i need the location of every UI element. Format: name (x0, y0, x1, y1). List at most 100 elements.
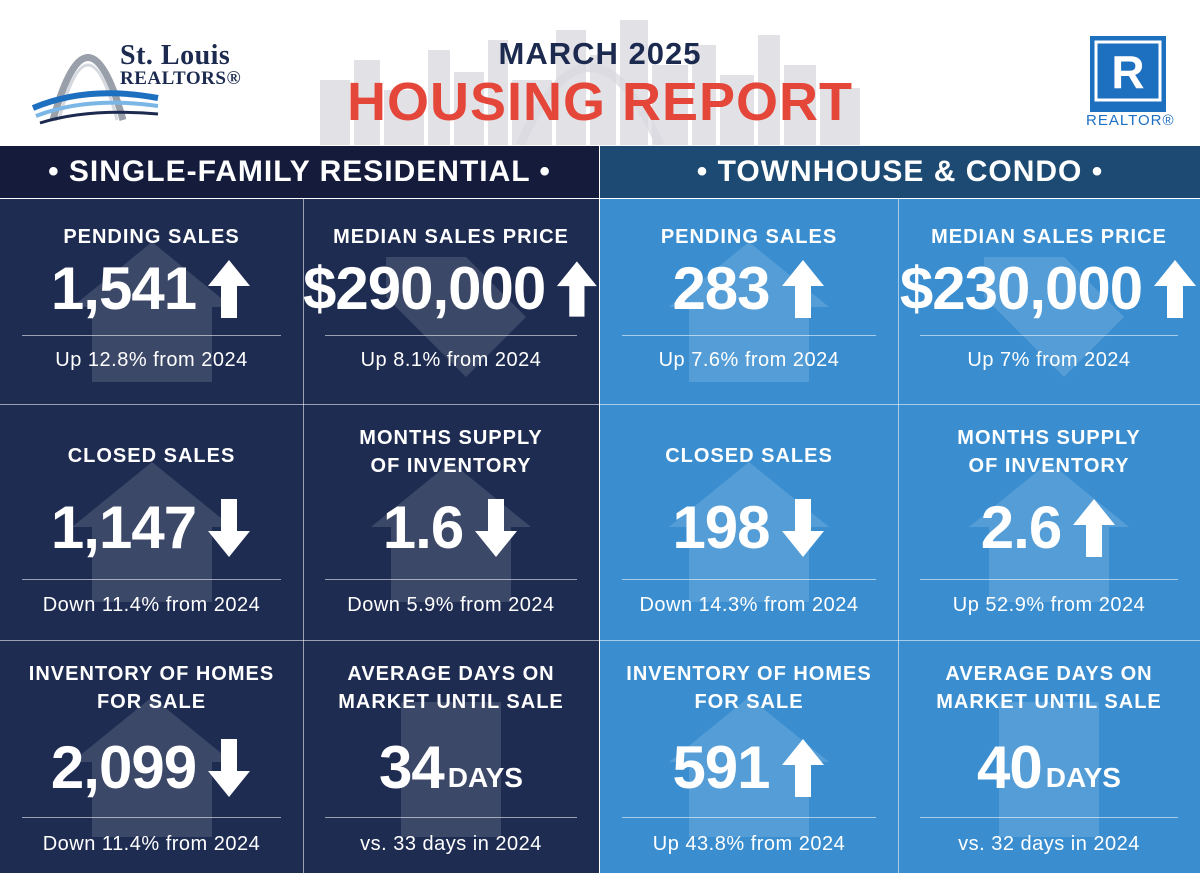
stat-value-row: $290,000 (303, 257, 599, 321)
stat-value: 2,099 (50, 734, 197, 801)
arrow-down-icon (208, 499, 251, 557)
report-header: St. Louis REALTORS® MARCH 2025 HOUSING R… (0, 0, 1200, 145)
stat-divider (22, 335, 281, 336)
stat-label: MONTHS SUPPLY OF INVENTORY (359, 427, 543, 477)
stat-label: AVERAGE DAYS ON MARKET UNTIL SALE (936, 663, 1162, 713)
section-title-single-family: • SINGLE-FAMILY RESIDENTIAL • (0, 146, 599, 198)
stat-value: 1,541 (50, 255, 197, 322)
arrow-down-icon (781, 499, 824, 557)
stat-value-row: 283 (600, 257, 898, 321)
single-family-stat-card: MEDIAN SALES PRICE $290,000 Up 8.1% from 2… (303, 199, 599, 404)
stat-value: 198 (672, 494, 770, 561)
stat-value: 591 (672, 734, 770, 801)
single-family-stat-card: CLOSED SALES 1,147 Down 11.4% from 2024 (0, 404, 303, 640)
house-background-icon (71, 696, 232, 837)
stat-label: INVENTORY OF HOMES FOR SALE (626, 663, 872, 713)
building-background-icon (401, 701, 501, 837)
stat-label: CLOSED SALES (665, 445, 833, 467)
stat-change-note: Up 52.9% from 2024 (952, 594, 1146, 616)
stat-label: AVERAGE DAYS ON MARKET UNTIL SALE (338, 663, 564, 713)
stat-value-row: 2,099 (0, 736, 303, 800)
stat-divider (920, 579, 1178, 580)
arrow-up-icon (1154, 260, 1197, 318)
arrow-up-icon (557, 261, 598, 317)
grid-divider-horizontal (0, 640, 599, 641)
stat-unit: DAYS (447, 762, 523, 793)
stat-value: $290,000 (303, 255, 546, 322)
arrow-up-icon (208, 260, 251, 318)
townhouse-condo-stat-card: PENDING SALES 283 Up 7.6% from 2024 (600, 199, 898, 404)
stat-change-note: Up 43.8% from 2024 (652, 833, 846, 855)
grid-divider-vertical (898, 199, 899, 873)
logo-text-realtors: REALTORS® (120, 68, 242, 89)
townhouse-condo-stat-card: MONTHS SUPPLY OF INVENTORY 2.6 Up 52.9% fr… (898, 404, 1200, 640)
townhouse-condo-stat-card: AVERAGE DAYS ON MARKET UNTIL SALE 40 DAYS v… (898, 640, 1200, 873)
realtor-r-logo: R (1090, 36, 1166, 112)
stat-divider (920, 817, 1178, 818)
tag-background-icon (386, 256, 526, 377)
stat-change-note: Up 7.6% from 2024 (658, 349, 840, 371)
arrow-down-icon (208, 739, 251, 797)
stat-change-note: Down 5.9% from 2024 (347, 594, 555, 616)
house-background-icon (969, 462, 1129, 602)
arrow-up-icon (781, 739, 824, 797)
realtor-logo-text: REALTOR® (1086, 112, 1175, 129)
realtor-logo-letter: R (1111, 46, 1144, 98)
single-family-stat-card: MONTHS SUPPLY OF INVENTORY 1.6 Down 5.9% f… (303, 404, 599, 640)
stat-value-row: 1,541 (0, 257, 303, 321)
stat-change-note: Up 7% from 2024 (967, 349, 1131, 371)
stat-value: 283 (672, 255, 770, 322)
townhouse-condo-stat-card: CLOSED SALES 198 Down 14.3% from 2024 (600, 404, 898, 640)
section-title-townhouse-condo: • TOWNHOUSE & CONDO • (600, 146, 1200, 198)
house-background-icon (669, 696, 829, 837)
stat-divider (325, 335, 577, 336)
stat-divider (622, 579, 876, 580)
city-skyline-graphic (320, 20, 860, 145)
stat-divider (325, 817, 577, 818)
arrow-up-icon (1073, 499, 1116, 557)
stat-value: 2.6 (980, 494, 1062, 561)
stat-change-note: vs. 32 days in 2024 (958, 833, 1140, 855)
townhouse-condo-stat-card: MEDIAN SALES PRICE $230,000 Up 7% from 202… (898, 199, 1200, 404)
stat-label: MEDIAN SALES PRICE (333, 226, 569, 248)
single-family-stat-card: INVENTORY OF HOMES FOR SALE 2,099 Down 11.… (0, 640, 303, 873)
stat-label: PENDING SALES (63, 226, 240, 248)
stat-value-row: 198 (600, 496, 898, 560)
stat-value-row: 1.6 (303, 496, 599, 560)
stat-label: MONTHS SUPPLY OF INVENTORY (957, 427, 1141, 477)
stat-value-row: 1,147 (0, 496, 303, 560)
stat-value: 40 (977, 734, 1043, 801)
logo-text-st-louis: St. Louis (120, 40, 231, 71)
stat-label: CLOSED SALES (67, 445, 236, 467)
stat-divider (622, 335, 876, 336)
stat-change-note: Down 11.4% from 2024 (42, 833, 261, 855)
stat-change-note: Up 12.8% from 2024 (55, 349, 248, 371)
house-background-icon (669, 462, 829, 602)
stat-value-row: 40 DAYS (898, 736, 1200, 800)
stat-divider (920, 335, 1178, 336)
stat-value: 1.6 (382, 494, 464, 561)
grid-divider-horizontal (600, 640, 1200, 641)
stat-value-row: 2.6 (898, 496, 1200, 560)
tag-background-icon (984, 256, 1124, 377)
stat-unit: DAYS (1045, 762, 1121, 793)
arrow-down-icon (475, 499, 518, 557)
stat-divider (22, 817, 281, 818)
stat-value-row: $230,000 (898, 257, 1200, 321)
report-title: HOUSING REPORT (346, 72, 854, 132)
stat-divider (622, 817, 876, 818)
house-background-icon (669, 241, 829, 382)
house-background-icon (71, 241, 232, 382)
stat-value-row: 34 DAYS (303, 736, 599, 800)
stat-label: PENDING SALES (660, 226, 838, 248)
arrow-up-icon (781, 260, 824, 318)
stat-change-note: Down 14.3% from 2024 (639, 594, 859, 616)
grid-divider-horizontal (0, 404, 599, 405)
stat-value: 34 (379, 734, 445, 801)
house-background-icon (371, 462, 531, 602)
stat-label: INVENTORY OF HOMES FOR SALE (28, 663, 275, 713)
stat-label: MEDIAN SALES PRICE (931, 226, 1167, 248)
single-family-stat-card: PENDING SALES 1,541 Up 12.8% from 2024 (0, 199, 303, 404)
gateway-arch-logo (31, 54, 159, 125)
grid-divider-horizontal (600, 404, 1200, 405)
